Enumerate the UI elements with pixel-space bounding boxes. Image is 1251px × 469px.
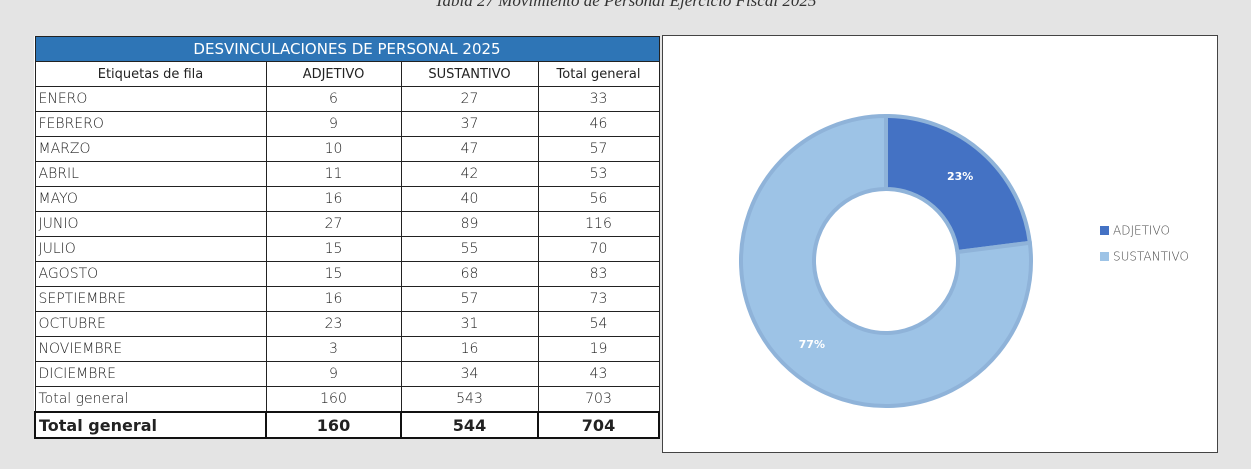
table-cell: 6	[265, 86, 402, 112]
data-table: DESVINCULACIONES DE PERSONAL 2025 Etiquet…	[34, 36, 660, 439]
table-cell: 543	[400, 386, 539, 413]
table-cell: 40	[400, 186, 539, 212]
table-cell: 34	[400, 361, 539, 387]
table-row: MAYO 16 40 56	[34, 186, 660, 212]
table-grand-total-row: Total general 160 544 704	[34, 411, 660, 439]
table-cell: 83	[537, 261, 660, 287]
data-label: 23%	[947, 170, 973, 183]
table-cell: 46	[537, 111, 660, 137]
table-cell: 23	[265, 311, 402, 337]
table-row: JUNIO 27 89 116	[34, 211, 660, 237]
table-row: SEPTIEMBRE 16 57 73	[34, 286, 660, 312]
table-cell: 160	[265, 386, 402, 413]
table-cell: 116	[537, 211, 660, 237]
table-cell: 27	[265, 211, 402, 237]
table-header-row: Etiquetas de fila ADJETIVO SUSTANTIVO Total…	[34, 61, 660, 87]
table-row: NOVIEMBRE 3 16 19	[34, 336, 660, 362]
legend-swatch	[1100, 252, 1109, 261]
data-label: 77%	[799, 338, 825, 351]
table-cell: 31	[400, 311, 539, 337]
table-row: ENERO 6 27 33	[34, 86, 660, 112]
table-cell: 9	[265, 111, 402, 137]
donut-chart: 23% 77% ADJETIVO SUSTANTIVO	[739, 113, 1189, 408]
table-cell: MARZO	[34, 136, 267, 162]
donut-segment	[739, 113, 1033, 408]
table-cell: 703	[537, 386, 660, 413]
table-row: ABRIL 11 42 53	[34, 161, 660, 187]
table-cell: 47	[400, 136, 539, 162]
table-cell: FEBRERO	[34, 111, 267, 137]
table-cell: 160	[265, 411, 402, 439]
table-row: FEBRERO 9 37 46	[34, 111, 660, 137]
table-cell: 11	[265, 161, 402, 187]
table-cell: JUNIO	[34, 211, 267, 237]
caption: Tabla 27 Movimiento de Personal Ejercici…	[434, 0, 817, 10]
table-cell: AGOSTO	[34, 261, 267, 287]
legend-label: SUSTANTIVO	[1113, 250, 1189, 264]
table-row: AGOSTO 15 68 83	[34, 261, 660, 287]
table-cell: NOVIEMBRE	[34, 336, 267, 362]
table-cell: 70	[537, 236, 660, 262]
table-cell: Total general	[34, 411, 267, 439]
table-cell: 68	[400, 261, 539, 287]
legend-label: ADJETIVO	[1113, 224, 1170, 238]
table-cell: 53	[537, 161, 660, 187]
table-row: JULIO 15 55 70	[34, 236, 660, 262]
table-cell: 54	[537, 311, 660, 337]
table-row: OCTUBRE 23 31 54	[34, 311, 660, 337]
table-cell: ADJETIVO	[265, 61, 402, 87]
table-cell: MAYO	[34, 186, 267, 212]
table-cell: 73	[537, 286, 660, 312]
table-cell: DESVINCULACIONES DE PERSONAL 2025	[34, 36, 660, 62]
table-cell: 33	[537, 86, 660, 112]
table-cell: SEPTIEMBRE	[34, 286, 267, 312]
table-cell: 37	[400, 111, 539, 137]
table-cell: Total general	[34, 386, 267, 413]
table-cell: 15	[265, 261, 402, 287]
table-cell: Total general	[537, 61, 660, 87]
table-cell: 56	[537, 186, 660, 212]
table-cell: JULIO	[34, 236, 267, 262]
table-cell: ABRIL	[34, 161, 267, 187]
table-row: DICIEMBRE 9 34 43	[34, 361, 660, 387]
table-cell: 704	[537, 411, 660, 439]
table-cell: 15	[265, 236, 402, 262]
table-cell: 16	[400, 336, 539, 362]
table-cell: OCTUBRE	[34, 311, 267, 337]
table-cell: 27	[400, 86, 539, 112]
table-cell: 544	[400, 411, 539, 439]
table-cell: 19	[537, 336, 660, 362]
table-cell: DICIEMBRE	[34, 361, 267, 387]
donut-segment	[884, 113, 1033, 255]
table-cell: 42	[400, 161, 539, 187]
table-cell: 10	[265, 136, 402, 162]
table-cell: 55	[400, 236, 539, 262]
table-cell: 9	[265, 361, 402, 387]
table-row: MARZO 10 47 57	[34, 136, 660, 162]
table-cell: 89	[400, 211, 539, 237]
chart-panel: 23% 77% ADJETIVO SUSTANTIVO	[662, 35, 1218, 453]
table-row: Total general 160 543 703	[34, 386, 660, 413]
table-cell: 3	[265, 336, 402, 362]
table-cell: 57	[537, 136, 660, 162]
table-cell: Etiquetas de fila	[34, 61, 267, 87]
legend-swatch	[1100, 226, 1109, 235]
table-cell: ENERO	[34, 86, 267, 112]
table-cell: SUSTANTIVO	[400, 61, 539, 87]
table-cell: 43	[537, 361, 660, 387]
table-cell: 57	[400, 286, 539, 312]
table-cell: 16	[265, 186, 402, 212]
table-title-row: DESVINCULACIONES DE PERSONAL 2025	[34, 36, 660, 62]
table-cell: 16	[265, 286, 402, 312]
